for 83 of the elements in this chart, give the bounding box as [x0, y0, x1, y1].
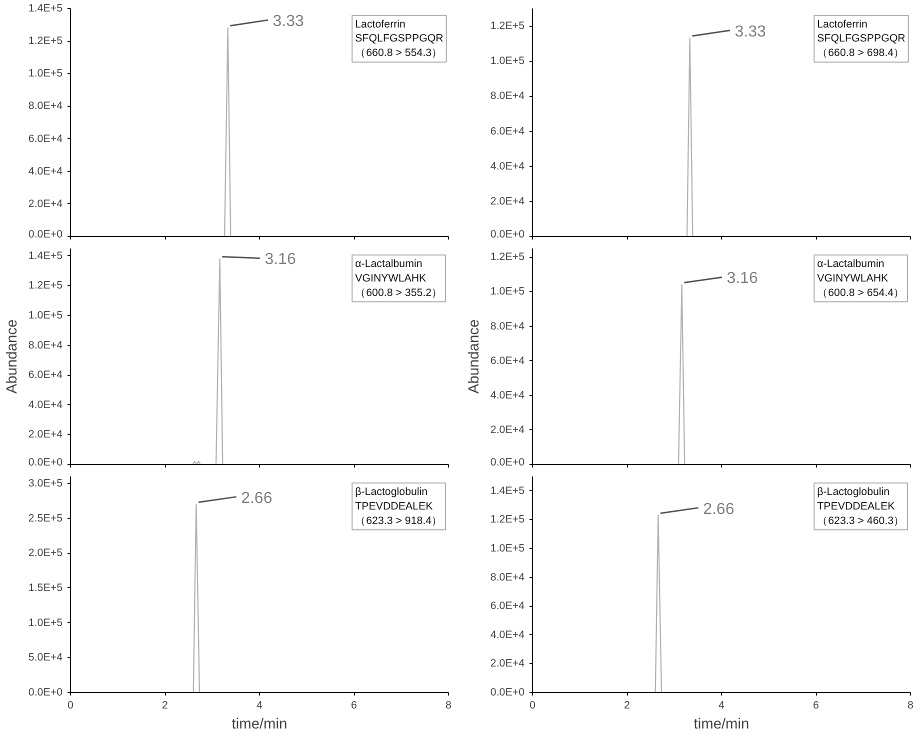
y-tick-label: 1.2E+5	[28, 280, 63, 292]
x-tick-label: 2	[162, 700, 168, 712]
y-tick-label: 3.0E+5	[28, 477, 63, 490]
y-tick-label: 1.0E+5	[28, 616, 63, 629]
y-tick-label: 0.0E+0	[28, 686, 63, 698]
y-tick-label: 4.0E+4	[28, 165, 63, 178]
y-tick-label: 2.5E+5	[28, 512, 63, 524]
y-tick-label: 0.0E+0	[28, 228, 63, 240]
y-tick-label: 4.0E+4	[490, 628, 525, 641]
y-tick-label: 2.0E+4	[490, 658, 525, 670]
x-axis-title: time/min	[694, 716, 750, 732]
x-tick-label: 4	[256, 700, 263, 712]
y-tick-label: 4.0E+4	[490, 160, 525, 172]
x-tick-label: 4	[718, 700, 725, 712]
annotation: β-Lactoglobulin	[355, 486, 428, 498]
x-tick-label: 8	[908, 700, 914, 712]
y-tick-label: 6.0E+4	[28, 369, 63, 382]
annotation: （600.8 > 355.2）	[355, 286, 443, 299]
y-tick-label: 5.0E+4	[28, 652, 63, 664]
y-tick-label: 1.2E+5	[490, 251, 525, 264]
y-tick-label: 8.0E+4	[28, 100, 63, 112]
y-tick-label: 8.0E+4	[490, 571, 525, 584]
y-tick-label: 2.0E+4	[28, 428, 63, 441]
x-axis-title: time/min	[232, 716, 288, 732]
x-tick-label: 0	[68, 700, 74, 712]
annotation: （623.3 > 918.4）	[355, 514, 443, 527]
y-tick-label: 6.0E+4	[490, 354, 525, 367]
annotation: 3.33	[272, 13, 304, 30]
y-tick-label: 1.4E+5	[28, 2, 63, 14]
y-tick-label: 1.4E+5	[28, 250, 63, 262]
y-tick-label: 6.0E+4	[490, 600, 525, 612]
annotation: 2.66	[241, 490, 272, 507]
y-tick-label: 1.0E+5	[490, 286, 525, 298]
annotation: 3.16	[726, 270, 758, 288]
y-tick-label: 2.0E+5	[28, 547, 63, 560]
y-tick-label: 4.0E+4	[490, 389, 525, 402]
y-tick-label: 1.5E+5	[28, 582, 63, 594]
y-tick-label: 1.0E+5	[28, 68, 63, 80]
annotation: （600.8 > 654.4）	[817, 286, 905, 299]
annotation: 2.66	[703, 500, 734, 518]
annotation: VGINYWLAHK	[817, 272, 888, 284]
x-tick-label: 6	[813, 700, 820, 712]
y-axis-title: Abundance	[4, 319, 20, 394]
annotation: Lactoferrin	[355, 18, 406, 30]
x-tick-label: 2	[624, 700, 630, 712]
y-tick-label: 1.4E+5	[490, 484, 525, 497]
y-tick-label: 1.0E+5	[28, 310, 63, 322]
y-tick-label: 4.0E+4	[28, 398, 63, 411]
y-tick-label: 8.0E+4	[490, 90, 525, 102]
x-tick-label: 8	[446, 700, 452, 712]
y-tick-label: 6.0E+4	[490, 125, 525, 138]
y-tick-label: 6.0E+4	[28, 132, 63, 145]
y-tick-label: 0.0E+0	[490, 228, 525, 240]
annotation: （623.3 > 460.3）	[817, 514, 905, 527]
annotation: 3.33	[734, 23, 766, 40]
y-tick-label: 2.0E+4	[28, 198, 63, 210]
y-tick-label: 2.0E+4	[490, 424, 525, 436]
annotation: β-Lactoglobulin	[817, 486, 890, 498]
y-tick-label: 0.0E+0	[490, 686, 525, 698]
y-tick-label: 1.2E+5	[490, 20, 525, 32]
annotation: TPEVDDEALEK	[355, 500, 433, 512]
y-tick-label: 1.2E+5	[28, 35, 63, 48]
y-tick-label: 0.0E+0	[28, 456, 63, 468]
annotation: SFQLFGSPPGQR	[355, 32, 444, 45]
y-tick-label: 2.0E+4	[490, 195, 525, 208]
x-tick-label: 6	[351, 700, 358, 712]
annotation: Lactoferrin	[817, 18, 868, 30]
annotation: 3.16	[264, 251, 296, 268]
annotation: SFQLFGSPPGQR	[817, 32, 906, 45]
annotation: （660.8 > 698.4）	[817, 47, 905, 60]
y-tick-label: 0.0E+0	[490, 456, 525, 468]
annotation: （660.8 > 554.3）	[355, 47, 443, 60]
x-tick-label: 0	[530, 700, 536, 712]
annotation: α-Lactalbumin	[355, 258, 422, 270]
annotation: TPEVDDEALEK	[817, 500, 895, 512]
y-tick-label: 1.0E+5	[490, 542, 525, 554]
annotation: VGINYWLAHK	[355, 272, 426, 284]
y-tick-label: 8.0E+4	[28, 339, 63, 352]
y-tick-label: 1.2E+5	[490, 514, 525, 526]
y-tick-label: 1.0E+5	[490, 55, 525, 68]
y-tick-label: 8.0E+4	[490, 320, 525, 332]
y-axis-title: Abundance	[466, 319, 482, 394]
annotation: α-Lactalbumin	[817, 258, 884, 270]
